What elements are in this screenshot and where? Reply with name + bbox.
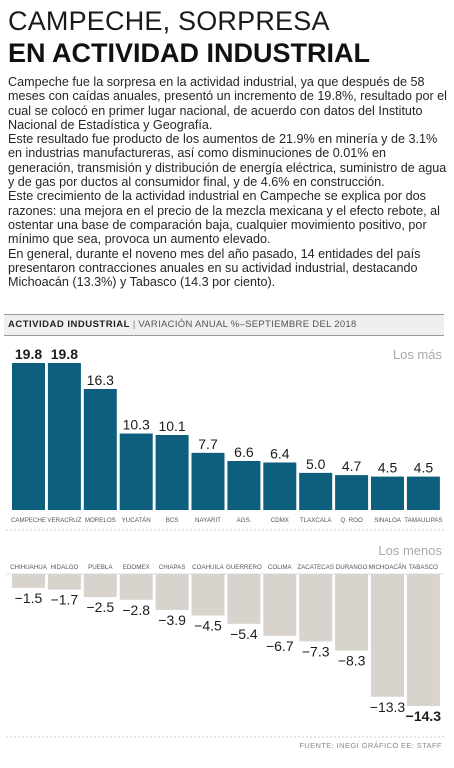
bar bbox=[12, 363, 45, 510]
category-label: DURANGO bbox=[336, 564, 368, 571]
bar bbox=[335, 574, 369, 651]
value-label: 4.5 bbox=[378, 460, 398, 476]
value-label: −2.5 bbox=[86, 599, 114, 615]
bar bbox=[371, 476, 404, 510]
category-label: TAMAULIPAS bbox=[404, 517, 442, 524]
category-label: CHIHUAHUA bbox=[10, 564, 48, 571]
category-label: YUCATÁN bbox=[122, 517, 151, 524]
source-note: FUENTE: INEGI GRÁFICO EE: STAFF bbox=[299, 741, 442, 750]
category-label: CAMPECHE bbox=[11, 517, 46, 524]
value-label: −8.3 bbox=[338, 653, 366, 669]
category-label: GUERRERO bbox=[226, 564, 262, 571]
category-label: COLIMA bbox=[268, 564, 293, 571]
category-label: TLAXCALA bbox=[300, 517, 333, 524]
paragraph: Este crecimiento de la actividad industr… bbox=[8, 189, 440, 247]
value-label: 19.8 bbox=[15, 346, 42, 362]
category-label: AGS. bbox=[237, 517, 252, 524]
category-label: EDOMEX bbox=[123, 564, 150, 571]
value-label: 7.7 bbox=[198, 436, 218, 452]
bar bbox=[47, 574, 81, 590]
bar bbox=[12, 574, 45, 588]
category-label: CHIAPAS bbox=[159, 564, 186, 571]
category-label: NAYARIT bbox=[195, 517, 221, 524]
category-label: SINALOA bbox=[374, 517, 402, 524]
category-label: HIDALGO bbox=[50, 564, 78, 571]
value-label: −6.7 bbox=[266, 638, 294, 654]
value-label: −1.5 bbox=[15, 590, 43, 606]
category-label: COAHUILA bbox=[192, 564, 225, 571]
bar bbox=[371, 574, 404, 697]
value-label: −7.3 bbox=[302, 643, 330, 659]
paragraph: Campeche fue la sorpresa en la actividad… bbox=[8, 75, 447, 132]
value-label: −1.7 bbox=[51, 592, 79, 608]
bar bbox=[406, 476, 440, 510]
chart-header: ACTIVIDAD INDUSTRIAL | VARIACIÓN ANUAL %–S… bbox=[4, 314, 444, 336]
bar bbox=[299, 472, 333, 510]
chart-header-subtitle: VARIACIÓN ANUAL %–SEPTIEMBRE DEL 2018 bbox=[138, 319, 357, 330]
bar bbox=[406, 574, 440, 706]
bar bbox=[263, 574, 297, 636]
value-label: 16.3 bbox=[87, 372, 114, 388]
bar bbox=[335, 475, 369, 510]
headline-line-1: CAMPECHE, SORPRESA bbox=[8, 6, 330, 36]
value-label: 10.3 bbox=[123, 417, 150, 433]
value-label: 5.0 bbox=[306, 456, 326, 472]
value-label: −3.9 bbox=[158, 612, 186, 628]
bar bbox=[299, 574, 333, 642]
category-label: TABASCO bbox=[409, 564, 438, 571]
value-label: 4.7 bbox=[342, 458, 362, 474]
bar bbox=[227, 461, 261, 510]
bar bbox=[191, 574, 225, 616]
category-label: PUEBLA bbox=[88, 564, 113, 571]
chart-header-separator: | bbox=[132, 319, 136, 330]
headline-line-2: EN ACTIVIDAD INDUSTRIAL bbox=[8, 38, 370, 68]
value-label: 4.5 bbox=[414, 460, 434, 476]
bar bbox=[119, 574, 153, 600]
category-label: Q. ROO bbox=[340, 517, 363, 524]
bar bbox=[227, 574, 261, 624]
value-label: −14.3 bbox=[406, 708, 442, 724]
category-label: ZACATECAS bbox=[297, 564, 334, 571]
value-label: −2.8 bbox=[122, 602, 150, 618]
paragraph: En general, durante el noveno mes del añ… bbox=[8, 246, 421, 290]
category-label: MICHOACÁN bbox=[369, 564, 407, 571]
bar bbox=[191, 452, 225, 510]
category-label: VERACRUZ bbox=[47, 517, 81, 524]
bar bbox=[155, 435, 189, 510]
section-label-top: Los más bbox=[393, 347, 443, 362]
value-label: 10.1 bbox=[158, 418, 185, 434]
bar bbox=[83, 388, 117, 510]
bar-chart: Los más 19.8 CAMPECHE 19.8 VERACRUZ 16.3 MOREL… bbox=[6, 346, 444, 750]
article-body: Campeche fue la sorpresa en la actividad… bbox=[8, 75, 450, 289]
value-label: −4.5 bbox=[194, 618, 222, 634]
value-label: −13.3 bbox=[370, 699, 406, 715]
bar bbox=[47, 363, 81, 510]
value-label: −5.4 bbox=[230, 626, 258, 642]
bar bbox=[263, 462, 297, 510]
bar bbox=[83, 574, 117, 598]
category-label: BCS bbox=[166, 517, 179, 524]
value-label: 19.8 bbox=[51, 346, 78, 362]
section-label-bottom: Los menos bbox=[378, 543, 442, 558]
category-label: MORELOS bbox=[85, 517, 116, 524]
value-label: 6.4 bbox=[270, 445, 290, 461]
value-label: 6.6 bbox=[234, 444, 254, 460]
bar bbox=[155, 574, 189, 610]
paragraph: Este resultado fue producto de los aumen… bbox=[8, 132, 447, 190]
bar bbox=[119, 433, 153, 510]
chart-header-label: ACTIVIDAD INDUSTRIAL bbox=[8, 319, 130, 330]
category-label: CDMX bbox=[271, 517, 289, 524]
